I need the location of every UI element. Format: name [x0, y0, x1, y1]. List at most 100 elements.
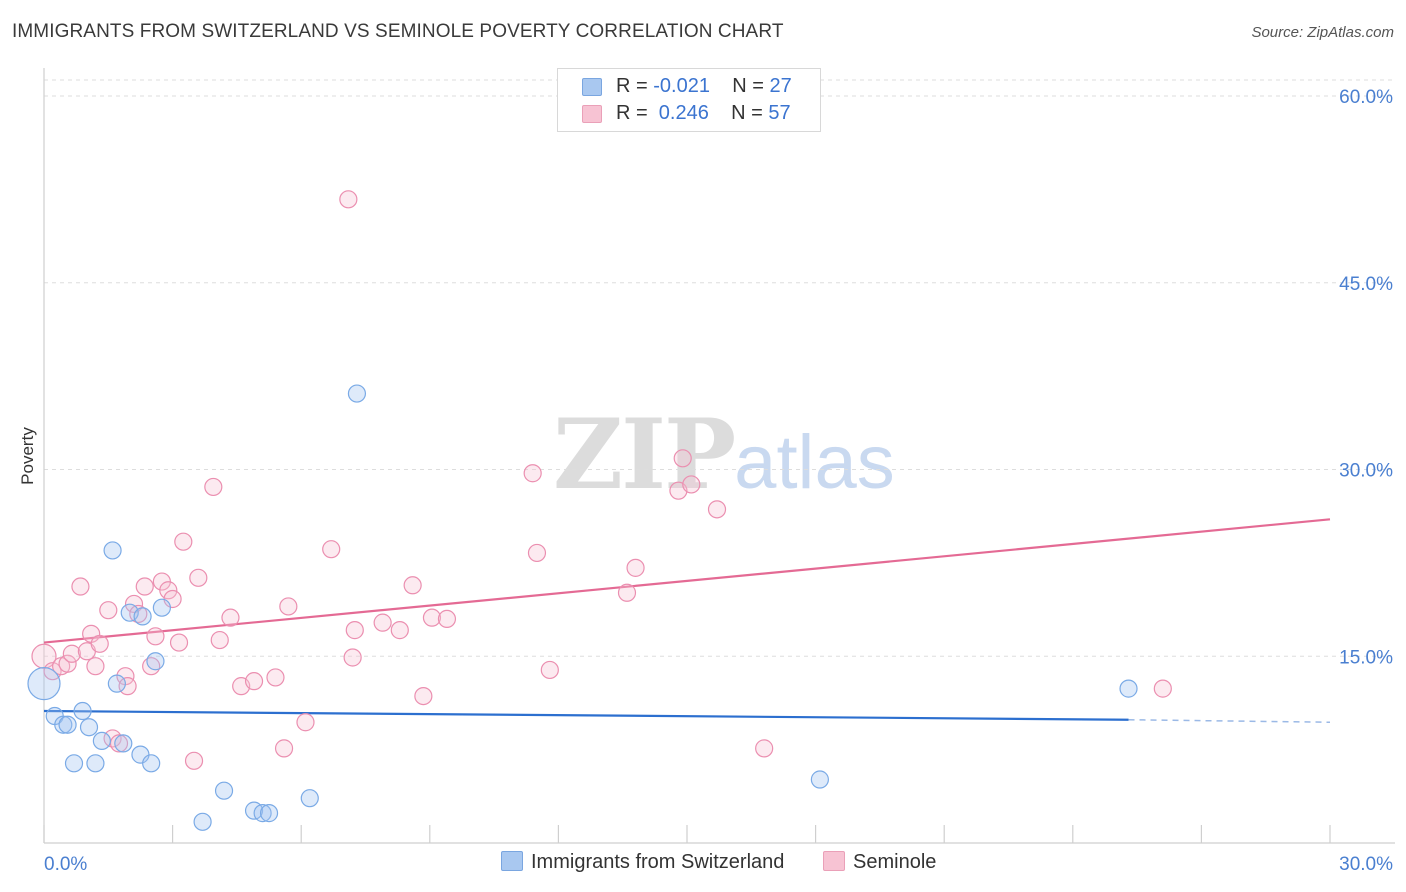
legend-r-value: 0.246 [653, 102, 709, 124]
data-point-seminole [296, 713, 315, 732]
bottom-legend-label-seminole: Seminole [853, 851, 937, 873]
x-tick-label: 0.0% [44, 854, 87, 875]
data-point-switzerland [103, 541, 122, 560]
trend-lines [43, 518, 1331, 723]
bottom-legend-seminole: Seminole [823, 851, 936, 874]
data-point-seminole [523, 464, 542, 483]
data-point-seminole [184, 751, 204, 770]
source-label: Source: ZipAtlas.com [1251, 24, 1394, 41]
data-point-switzerland [107, 674, 126, 693]
y-tick-label: 60.0% [1339, 87, 1393, 108]
data-point-switzerland [300, 789, 319, 808]
data-point-switzerland [114, 734, 133, 753]
data-point-seminole [135, 577, 154, 596]
tick-labels: 15.0% 30.0% 45.0% 60.0% 0.0% 30.0% [44, 87, 1393, 875]
data-point-seminole [343, 648, 362, 667]
data-point-seminole [339, 190, 358, 209]
data-point-seminole [540, 660, 559, 680]
bottom-legend-switzerland: Immigrants from Switzerland [501, 851, 784, 874]
data-point-switzerland [214, 781, 234, 800]
data-points [27, 190, 1172, 831]
data-point-seminole [90, 634, 109, 653]
legend-n-value: 27 [769, 75, 792, 97]
data-point-seminole [1153, 679, 1172, 698]
legend-n-label: N = [731, 102, 769, 124]
data-point-seminole [414, 686, 433, 706]
data-point-seminole [86, 657, 105, 676]
data-point-seminole [617, 583, 637, 602]
legend-swatch-switzerland [582, 78, 602, 96]
data-point-switzerland [142, 754, 161, 773]
y-axis-label: Poverty [18, 427, 37, 485]
legend-row-seminole: R = 0.246 N = 57 [558, 101, 820, 127]
legend-r-value: -0.021 [653, 75, 710, 97]
data-point-seminole [169, 633, 189, 652]
data-point-seminole [118, 677, 137, 696]
data-point-switzerland [347, 384, 367, 403]
data-point-seminole [99, 601, 118, 620]
data-point-seminole [62, 644, 81, 663]
bottom-legend-label-switzerland: Immigrants from Switzerland [531, 851, 785, 873]
data-point-seminole [244, 672, 264, 691]
data-point-seminole [279, 597, 298, 616]
data-point-switzerland [146, 652, 165, 671]
data-point-switzerland [193, 812, 212, 831]
legend-text-seminole: R = 0.246 N = 57 [616, 102, 791, 125]
data-point-seminole [58, 654, 77, 673]
data-point-seminole [174, 532, 193, 551]
legend-swatch-seminole [582, 105, 602, 123]
data-point-switzerland [133, 607, 152, 626]
watermark: ZIPatlas [553, 398, 895, 511]
data-point-switzerland [1119, 679, 1138, 698]
watermark-atlas: atlas [734, 420, 895, 505]
data-point-seminole [437, 609, 457, 629]
chart-title: IMMIGRANTS FROM SWITZERLAND VS SEMINOLE … [12, 21, 784, 42]
data-point-switzerland [27, 667, 61, 701]
data-point-seminole [527, 543, 547, 563]
trend-line-extension [1128, 718, 1331, 723]
data-point-seminole [266, 668, 285, 687]
data-point-switzerland [64, 754, 84, 773]
watermark-zip: ZIP [553, 398, 736, 511]
data-point-seminole [43, 662, 62, 681]
correlation-legend: R = -0.021 N = 27 R = 0.246 N = 57 [557, 68, 821, 132]
data-point-seminole [682, 475, 701, 494]
data-point-seminole [373, 613, 392, 632]
data-point-seminole [210, 630, 229, 650]
data-point-switzerland [92, 731, 111, 751]
bottom-legend-swatch-switzerland [501, 851, 523, 871]
data-point-seminole [221, 608, 240, 627]
legend-n-value: 57 [768, 102, 791, 124]
trend-line-switzerland [43, 709, 1129, 721]
bottom-legend-swatch-seminole [823, 851, 845, 871]
data-point-switzerland [86, 754, 105, 773]
data-point-switzerland [54, 715, 73, 734]
data-point-switzerland [152, 598, 171, 617]
data-point-switzerland [58, 715, 77, 734]
data-point-seminole [204, 477, 223, 497]
data-point-seminole [390, 621, 409, 640]
trend-line-seminole [43, 518, 1331, 644]
legend-n-label: N = [732, 75, 770, 97]
y-tick-label: 30.0% [1339, 461, 1393, 482]
data-point-seminole [274, 739, 294, 758]
data-point-switzerland [259, 804, 279, 823]
legend-text-switzerland: R = -0.021 N = 27 [616, 75, 792, 98]
data-point-switzerland [79, 718, 99, 737]
grid-lines [44, 79, 1395, 657]
data-point-switzerland [810, 770, 829, 789]
data-point-seminole [189, 568, 208, 587]
data-point-seminole [422, 608, 442, 627]
legend-row-switzerland: R = -0.021 N = 27 [558, 74, 820, 100]
data-point-seminole [345, 621, 364, 640]
legend-r-label: R = [616, 75, 654, 97]
data-point-seminole [71, 577, 90, 596]
x-tick-label: 30.0% [1339, 854, 1393, 875]
data-point-seminole [322, 540, 341, 559]
data-point-seminole [707, 500, 727, 519]
data-point-seminole [146, 627, 165, 646]
axes [43, 68, 1395, 844]
y-tick-label: 45.0% [1339, 274, 1393, 295]
data-point-seminole [403, 576, 422, 595]
